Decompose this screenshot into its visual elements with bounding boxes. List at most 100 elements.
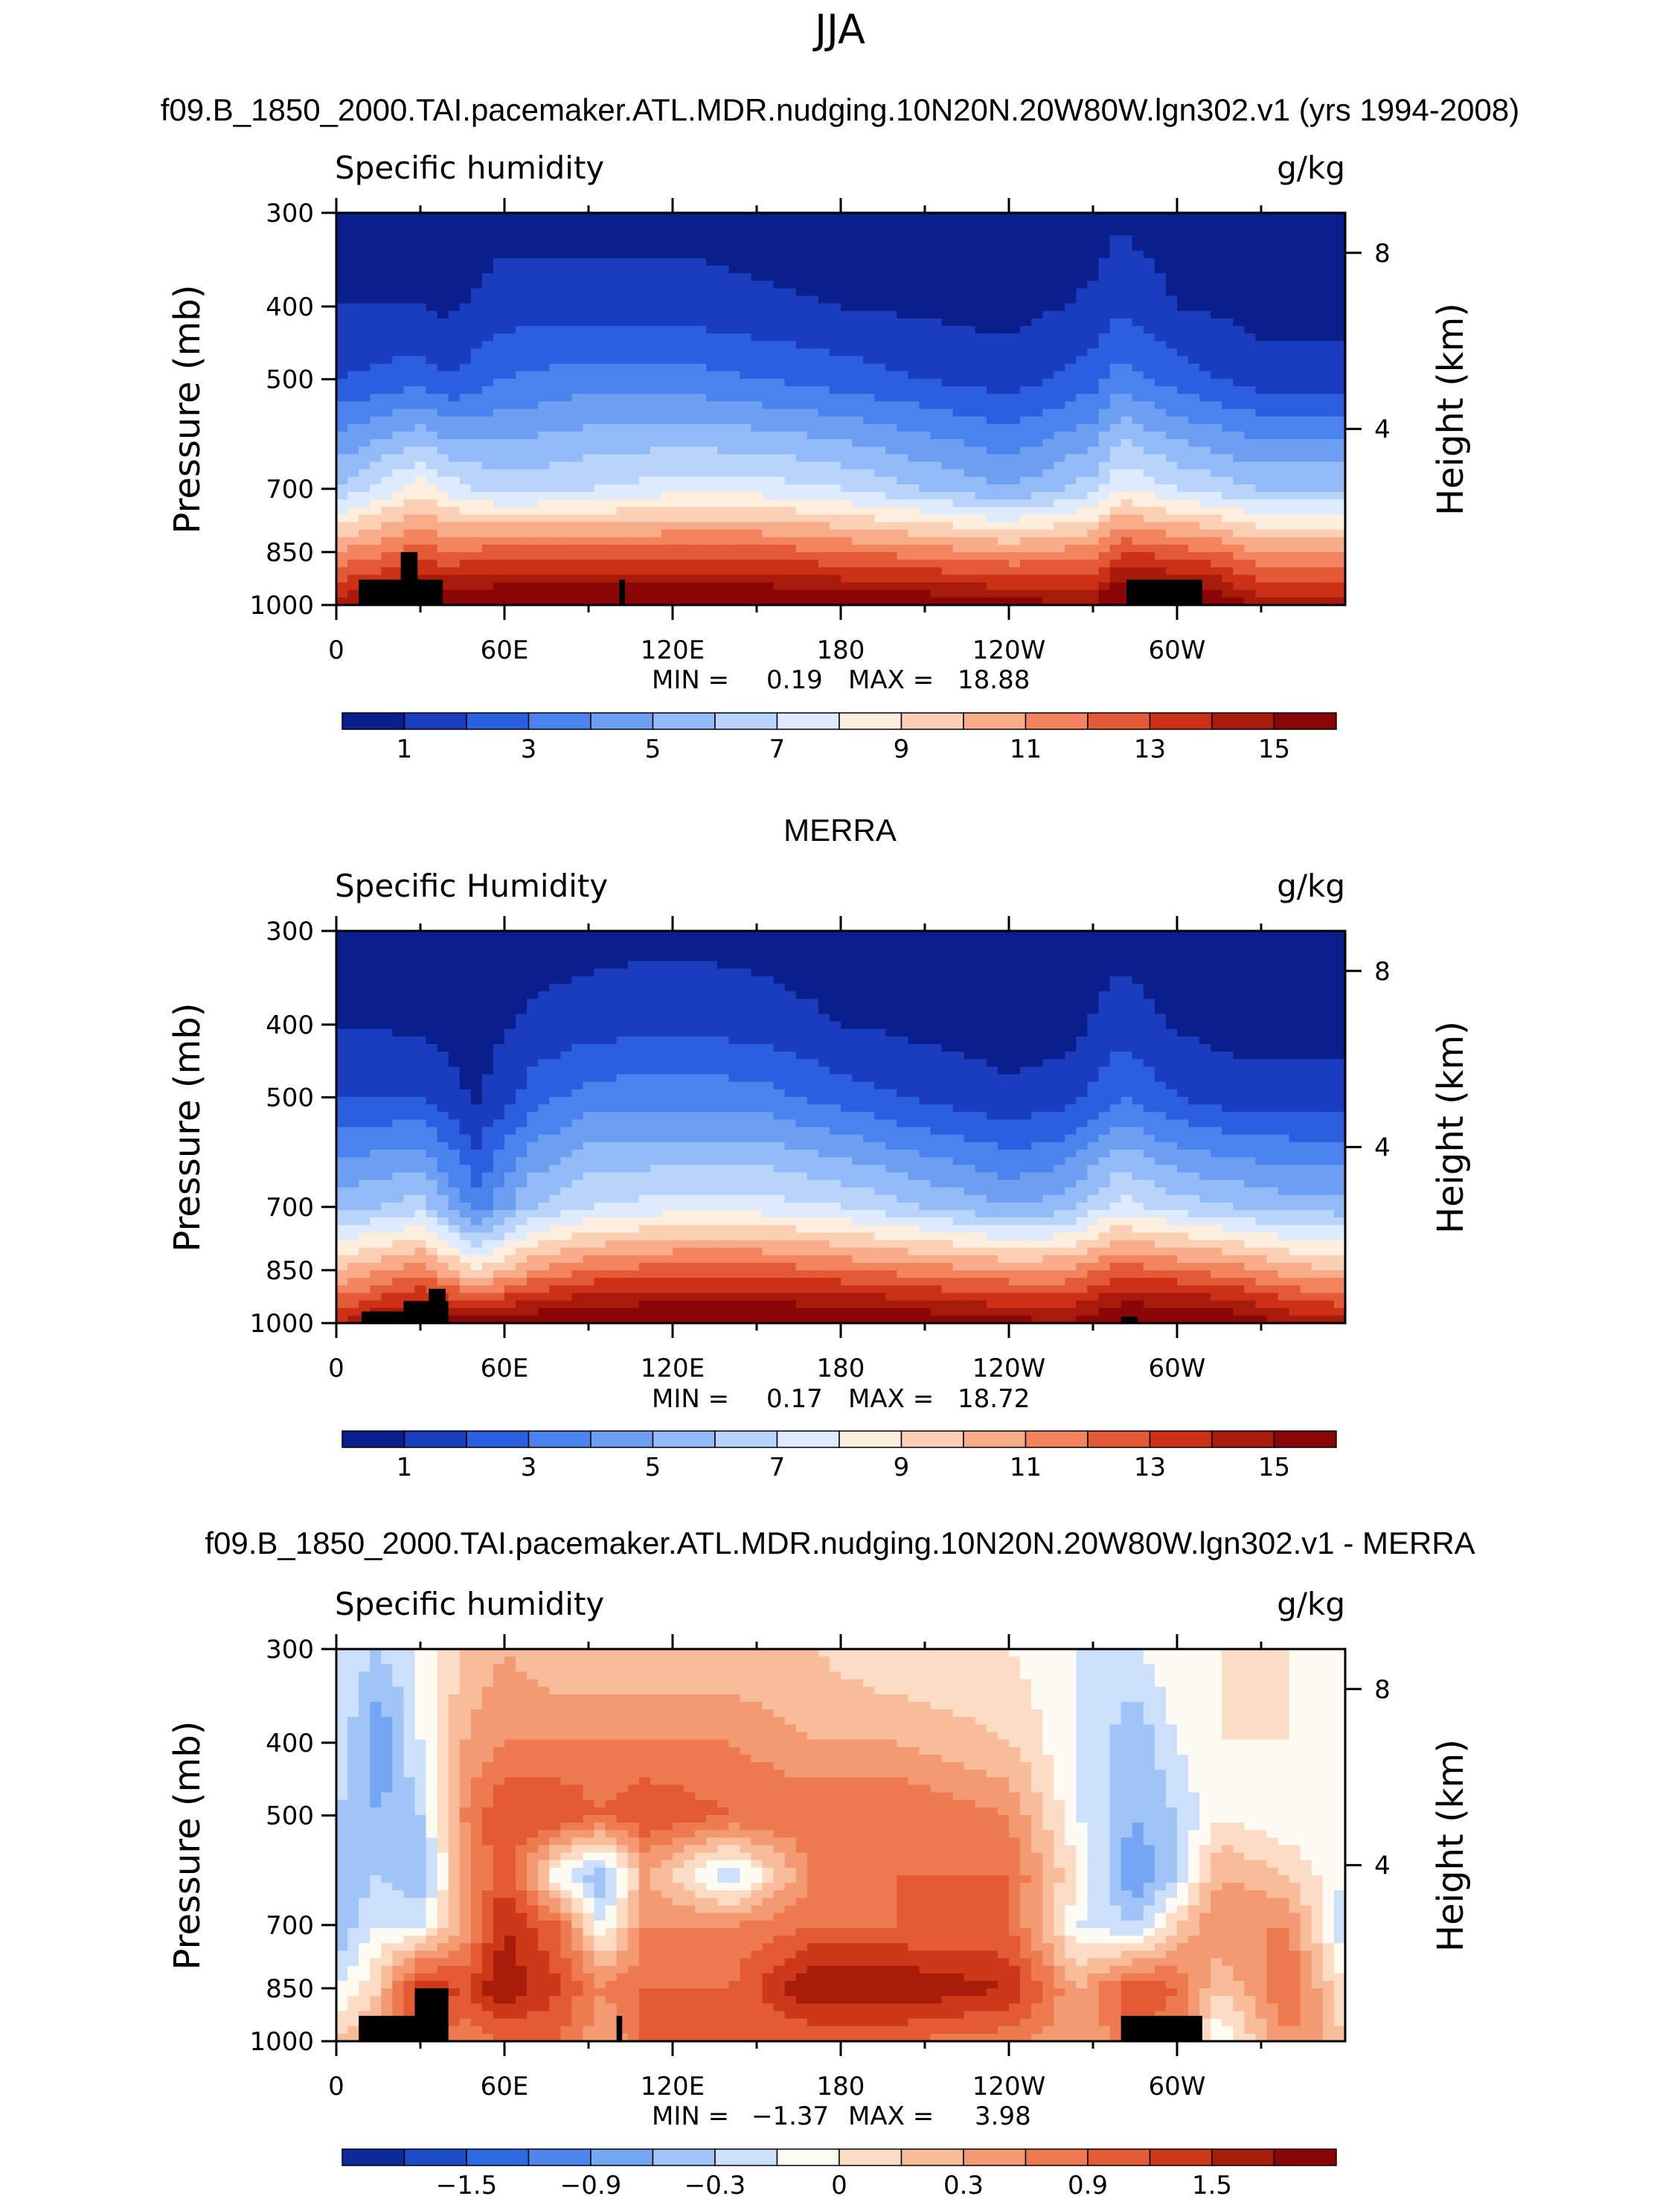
contour-cell (370, 386, 382, 394)
contour-cell (1277, 461, 1290, 470)
contour-cell (1165, 371, 1178, 380)
contour-cell (1333, 529, 1346, 538)
contour-cell (347, 522, 359, 531)
contour-cell (627, 341, 640, 350)
contour-cell (661, 469, 673, 478)
contour-cell (1009, 295, 1021, 304)
contour-cell (1154, 560, 1167, 568)
contour-cell (762, 469, 775, 478)
contour-cell (650, 295, 662, 304)
contour-cell (1054, 378, 1065, 387)
contour-cell (437, 318, 449, 327)
contour-cell (1109, 220, 1122, 228)
contour-cell (1244, 310, 1257, 319)
contour-cell (728, 522, 740, 531)
contour-cell (784, 491, 797, 500)
contour-cell (1120, 544, 1133, 553)
contour-cell (370, 1247, 382, 1256)
contour-cell (370, 378, 382, 387)
contour-cell (437, 544, 449, 553)
contour-cell (605, 597, 618, 606)
contour-cell (1244, 243, 1257, 252)
contour-cell (481, 348, 494, 357)
contour-cell (1109, 235, 1122, 244)
contour-cell (336, 953, 348, 962)
contour-cell (795, 220, 808, 228)
contour-cell (1300, 288, 1312, 297)
contour-cell (359, 341, 371, 350)
contour-cell (885, 544, 897, 553)
contour-cell (863, 476, 875, 485)
contour-cell (549, 341, 561, 350)
contour-cell (414, 522, 427, 531)
contour-cell (1177, 454, 1189, 463)
contour-cell (370, 560, 382, 568)
contour-cell (952, 213, 965, 221)
contour-cell (841, 469, 853, 478)
contour-cell (874, 431, 886, 440)
contour-cell (1233, 213, 1245, 221)
contour-cell (1165, 476, 1178, 485)
contour-cell (336, 220, 348, 228)
contour-cell (1165, 386, 1178, 394)
contour-cell (481, 476, 494, 485)
contour-cell (1009, 333, 1021, 342)
contour-cell (706, 537, 718, 545)
contour-cell (1322, 514, 1335, 523)
contour-cell (1300, 394, 1312, 402)
contour-cell (370, 1157, 382, 1165)
contour-cell (392, 401, 404, 410)
contour-cell (762, 273, 775, 281)
contour-cell (897, 295, 908, 304)
contour-cell (841, 416, 853, 425)
contour-cell (986, 491, 998, 500)
contour-cell (784, 265, 797, 274)
contour-cell (347, 213, 359, 221)
contour-cell (1300, 243, 1312, 252)
contour-cell (1211, 273, 1222, 281)
contour-cell (549, 378, 561, 387)
contour-cell (986, 499, 998, 508)
contour-cell (1042, 341, 1054, 350)
contour-cell (516, 303, 528, 312)
contour-cell (919, 378, 932, 387)
contour-cell (885, 378, 897, 387)
contour-cell (392, 409, 404, 417)
contour-cell (448, 220, 461, 228)
contour-cell (1233, 250, 1245, 259)
contour-cell (381, 567, 393, 576)
contour-cell (1333, 341, 1346, 350)
contour-cell (504, 228, 516, 236)
contour-cell (638, 469, 651, 478)
contour-cell (571, 544, 584, 553)
contour-cell (381, 288, 393, 297)
contour-cell (583, 484, 595, 493)
contour-cell (437, 446, 449, 455)
contour-cell (740, 522, 752, 531)
contour-cell (571, 281, 584, 289)
contour-cell (650, 281, 662, 289)
contour-cell (650, 597, 662, 606)
contour-cell (740, 499, 752, 508)
contour-cell (359, 288, 371, 297)
contour-cell (818, 552, 830, 560)
contour-cell (448, 582, 461, 591)
contour-cell (414, 544, 427, 553)
contour-cell (930, 363, 943, 372)
contour-cell (381, 560, 393, 568)
contour-cell (1076, 371, 1089, 380)
contour-cell (1177, 220, 1189, 228)
contour-cell (852, 582, 864, 591)
contour-cell (336, 257, 348, 266)
contour-cell (1143, 235, 1155, 244)
contour-cell (403, 544, 416, 553)
contour-cell (1154, 265, 1167, 274)
contour-cell (1211, 386, 1222, 394)
contour-cell (336, 999, 348, 1007)
contour-cell (706, 378, 718, 387)
contour-cell (740, 597, 752, 606)
contour-cell (1188, 326, 1200, 334)
contour-cell (773, 235, 786, 244)
contour-cell (695, 567, 707, 576)
contour-cell (650, 401, 662, 410)
